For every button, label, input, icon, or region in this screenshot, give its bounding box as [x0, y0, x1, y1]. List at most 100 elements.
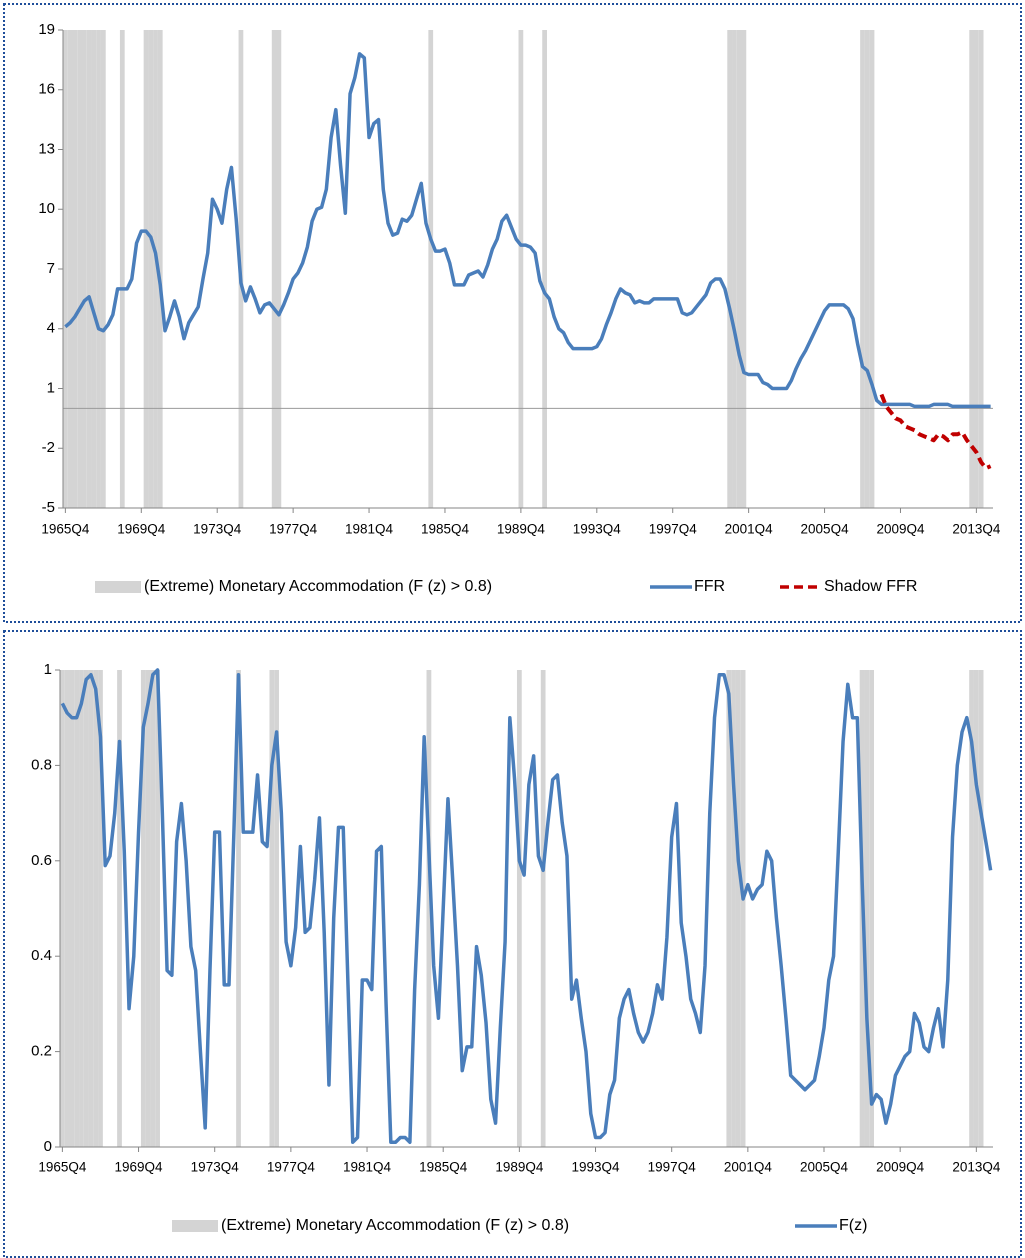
line: [60, 668, 993, 1144]
shade-bar: [276, 30, 282, 508]
shade-bar: [271, 30, 277, 508]
line: [879, 393, 992, 471]
x-tick-label: 2001Q4: [724, 1160, 773, 1175]
y-tick-label: 7: [47, 260, 55, 277]
shade-bar: [727, 30, 733, 508]
shade-bar: [81, 30, 87, 508]
x-tick-label: 1989Q4: [497, 522, 546, 537]
x-tick-label: 1977Q4: [267, 1160, 316, 1175]
x-tick-label: 1981Q4: [345, 522, 394, 537]
x-tick-label: 2013Q4: [952, 522, 1001, 537]
x-tick-label: 1997Q4: [649, 522, 698, 537]
x-tick-label: 1985Q4: [421, 522, 470, 537]
shade-bar: [69, 670, 75, 1147]
shade-bar: [735, 670, 741, 1147]
shade-bar: [732, 30, 737, 508]
shade-bar: [96, 30, 101, 508]
shade-bar: [869, 670, 874, 1147]
shade-bar: [150, 670, 156, 1147]
y-tick-label: 0.2: [31, 1043, 52, 1060]
shade-bar: [67, 30, 73, 508]
x-tick-label: 2013Q4: [952, 1160, 1001, 1175]
shade-bar: [79, 670, 84, 1147]
x-tick-label: 1969Q4: [115, 1160, 164, 1175]
y-tick-label: 0.6: [31, 852, 52, 869]
legend-swatch: [172, 1220, 218, 1232]
shade-bar: [145, 670, 151, 1147]
x-tick-label: 1997Q4: [648, 1160, 697, 1175]
x-tick-label: 1993Q4: [573, 522, 622, 537]
shade-bar: [143, 30, 149, 508]
shade-bar: [426, 670, 432, 1147]
x-tick-label: 1977Q4: [269, 522, 318, 537]
shade-bar: [63, 30, 68, 508]
shade-bar: [155, 670, 160, 1147]
shade-bar: [540, 670, 546, 1147]
shade-bar: [978, 30, 984, 508]
x-tick-label: 1965Q4: [41, 522, 90, 537]
x-tick-label: 1973Q4: [193, 522, 242, 537]
shade-bar: [736, 30, 742, 508]
shade-bar: [157, 30, 163, 508]
shade-bar: [974, 30, 979, 508]
shade-bar: [83, 670, 89, 1147]
shade-bar: [731, 670, 736, 1147]
x-tick-label: 1989Q4: [495, 1160, 544, 1175]
y-tick-label: 1: [47, 379, 55, 396]
x-tick-label: 2005Q4: [801, 522, 850, 537]
x-tick-label: 2009Q4: [876, 522, 925, 537]
shade-bar: [726, 670, 732, 1147]
shade-bar: [542, 30, 547, 508]
shade-bar: [864, 670, 870, 1147]
shade-bar: [140, 670, 146, 1147]
shade-bar: [969, 30, 975, 508]
y-tick-label: 1: [44, 661, 52, 678]
shade-bar: [148, 30, 154, 508]
x-tick-label: 1969Q4: [117, 522, 166, 537]
shade-bar: [77, 30, 82, 508]
shade-bar: [64, 670, 70, 1147]
shade-bar: [93, 670, 99, 1147]
shade-bar: [236, 670, 241, 1147]
shade-bar: [269, 670, 275, 1147]
shade-bar: [98, 670, 103, 1147]
shade-bar: [60, 670, 65, 1147]
shade-bar: [100, 30, 106, 508]
y-tick-label: 0: [44, 1138, 52, 1155]
y-tick-label: 0.8: [31, 756, 52, 773]
shade-bar: [516, 670, 522, 1147]
legend-swatch: [95, 581, 141, 593]
shade-bar: [869, 30, 875, 508]
x-tick-label: 1993Q4: [571, 1160, 620, 1175]
legend-label: Shadow FFR: [824, 578, 917, 595]
y-tick-label: -5: [42, 499, 55, 516]
x-tick-label: 1985Q4: [419, 1160, 468, 1175]
shade-bar: [740, 670, 746, 1147]
shade-bar: [74, 670, 80, 1147]
shade-bar: [969, 670, 974, 1147]
y-tick-label: 19: [38, 21, 55, 38]
legend-label: FFR: [694, 578, 725, 595]
shade-bar: [72, 30, 78, 508]
shade-bar: [117, 670, 122, 1147]
shade-bar: [153, 30, 158, 508]
legend-label: F(z): [839, 1217, 867, 1234]
shade-bar: [88, 670, 94, 1147]
x-tick-label: 2005Q4: [800, 1160, 849, 1175]
shade-bar: [860, 30, 865, 508]
shade-bar: [973, 670, 979, 1147]
y-tick-label: 0.4: [31, 947, 52, 964]
y-tick-label: 10: [38, 200, 55, 217]
legend-label: (Extreme) Monetary Accommodation (F (z) …: [221, 1217, 569, 1234]
y-tick-label: -2: [42, 439, 55, 456]
line: [64, 52, 991, 409]
y-tick-label: 16: [38, 81, 55, 98]
shade-bar: [86, 30, 92, 508]
y-tick-label: 13: [38, 140, 55, 157]
shade-bar: [91, 30, 97, 508]
shade-bar: [978, 670, 984, 1147]
x-tick-label: 2009Q4: [876, 1160, 925, 1175]
shade-bar: [274, 670, 279, 1147]
